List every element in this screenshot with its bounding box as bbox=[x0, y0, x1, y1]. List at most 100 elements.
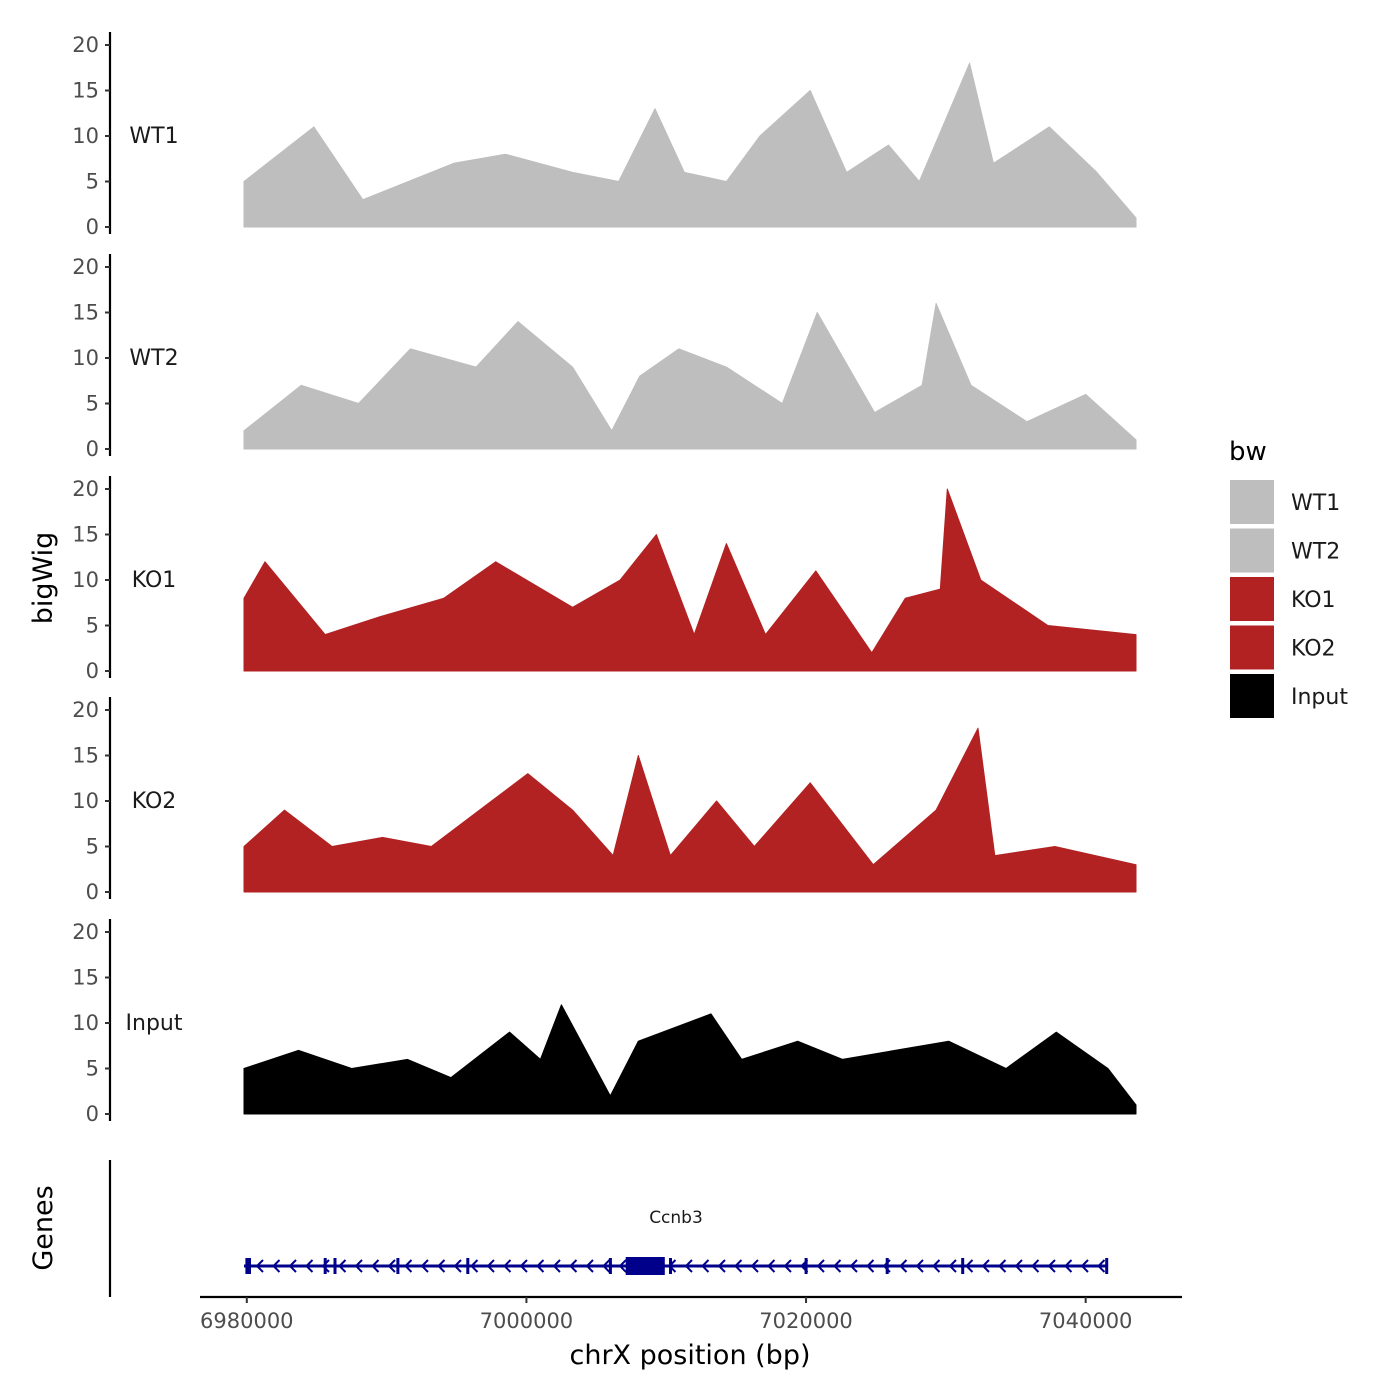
strand-arrow bbox=[519, 1259, 528, 1273]
track-label: Input bbox=[126, 1011, 183, 1036]
gene-track-title: Genes bbox=[28, 1185, 59, 1270]
strand-arrow bbox=[470, 1259, 479, 1273]
strand-arrow bbox=[833, 1259, 842, 1273]
x-tick-label: 6980000 bbox=[200, 1309, 294, 1333]
y-tick-label: 20 bbox=[72, 255, 99, 279]
y-tick-label: 5 bbox=[86, 170, 99, 194]
y-tick-label: 0 bbox=[86, 1102, 99, 1126]
strand-arrow bbox=[387, 1259, 396, 1273]
gene-name-label: Ccnb3 bbox=[649, 1208, 703, 1228]
y-tick-label: 15 bbox=[72, 523, 99, 547]
strand-arrow bbox=[915, 1259, 924, 1273]
strand-arrow bbox=[1031, 1259, 1040, 1273]
legend-item-wt1: WT1 bbox=[1230, 480, 1340, 524]
y-tick-label: 20 bbox=[72, 33, 99, 57]
coverage-area-input bbox=[243, 1004, 1137, 1115]
strand-arrow bbox=[618, 1259, 627, 1273]
coverage-area-ko2 bbox=[243, 727, 1137, 893]
strand-arrow bbox=[849, 1259, 858, 1273]
legend-label: Input bbox=[1291, 685, 1348, 710]
gene-track: Ccnb3 bbox=[108, 1160, 1109, 1297]
legend-title: bw bbox=[1229, 437, 1267, 467]
strand-arrow bbox=[255, 1259, 264, 1273]
legend-swatch bbox=[1230, 577, 1274, 621]
y-tick-label: 10 bbox=[72, 568, 99, 592]
track-panel-ko2: 0 5 10 15 20 KO2 bbox=[72, 697, 1137, 904]
y-tick-label: 20 bbox=[72, 920, 99, 944]
strand-arrow bbox=[932, 1259, 941, 1273]
y-tick-label: 5 bbox=[86, 392, 99, 416]
y-tick-label: 10 bbox=[72, 1011, 99, 1035]
strand-arrow bbox=[503, 1259, 512, 1273]
strand-arrow bbox=[767, 1259, 776, 1273]
strand-arrow bbox=[866, 1259, 875, 1273]
y-tick-label: 10 bbox=[72, 789, 99, 813]
gene-exon bbox=[804, 1258, 808, 1274]
strand-arrow bbox=[321, 1259, 330, 1273]
legend-swatch bbox=[1230, 528, 1274, 573]
strand-arrow bbox=[1047, 1259, 1056, 1273]
strand-arrow bbox=[305, 1259, 314, 1273]
track-label: KO2 bbox=[132, 789, 177, 814]
x-tick-label: 7000000 bbox=[480, 1309, 574, 1333]
track-label: WT1 bbox=[129, 124, 178, 149]
x-axis-title: chrX position (bp) bbox=[569, 1340, 810, 1371]
gene-exon bbox=[333, 1258, 337, 1274]
strand-arrow bbox=[701, 1259, 710, 1273]
strand-arrow bbox=[486, 1259, 495, 1273]
strand-arrow bbox=[354, 1259, 363, 1273]
legend-label: WT1 bbox=[1291, 491, 1340, 516]
strand-arrow bbox=[750, 1259, 759, 1273]
gene-exon bbox=[323, 1258, 327, 1274]
tracks-layer: 0 5 10 15 20 WT1 0 5 10 15 20 WT2 0 5 10 15 20 KO1 0 5 10 15 2… bbox=[72, 32, 1137, 1126]
strand-arrow bbox=[338, 1259, 347, 1273]
y-tick-label: 20 bbox=[72, 698, 99, 722]
strand-arrow bbox=[948, 1259, 957, 1273]
legend-swatch bbox=[1230, 625, 1274, 670]
strand-arrow bbox=[1064, 1259, 1073, 1273]
gene-exon bbox=[466, 1258, 470, 1274]
coverage-area-wt2 bbox=[243, 302, 1137, 450]
legend-swatch bbox=[1230, 480, 1274, 524]
gene-exon bbox=[961, 1258, 965, 1274]
gene-exon bbox=[669, 1258, 672, 1274]
strand-arrow bbox=[998, 1259, 1007, 1273]
strand-arrow bbox=[437, 1259, 446, 1273]
y-tick-label: 20 bbox=[72, 477, 99, 501]
coverage-area-ko1 bbox=[243, 488, 1137, 672]
legend-label: KO1 bbox=[1291, 588, 1336, 613]
gene-exon bbox=[608, 1258, 612, 1274]
legend-item-ko2: KO2 bbox=[1230, 625, 1336, 670]
legend-label: WT2 bbox=[1291, 540, 1340, 565]
strand-arrow bbox=[272, 1259, 281, 1273]
track-panel-wt1: 0 5 10 15 20 WT1 bbox=[72, 32, 1137, 239]
track-label: KO1 bbox=[132, 568, 177, 593]
strand-arrow bbox=[404, 1259, 413, 1273]
track-panel-wt2: 0 5 10 15 20 WT2 bbox=[72, 254, 1137, 461]
y-tick-label: 0 bbox=[86, 215, 99, 239]
strand-arrow bbox=[552, 1259, 561, 1273]
y-tick-label: 5 bbox=[86, 1057, 99, 1081]
track-panel-ko1: 0 5 10 15 20 KO1 bbox=[72, 476, 1137, 683]
y-tick-label: 10 bbox=[72, 346, 99, 370]
strand-arrow bbox=[602, 1259, 611, 1273]
strand-arrow bbox=[569, 1259, 578, 1273]
strand-arrow bbox=[783, 1259, 792, 1273]
y-tick-label: 5 bbox=[86, 614, 99, 638]
strand-arrow bbox=[453, 1259, 462, 1273]
y-tick-label: 10 bbox=[72, 124, 99, 148]
y-tick-label: 15 bbox=[72, 966, 99, 990]
strand-arrow bbox=[536, 1259, 545, 1273]
y-tick-label: 0 bbox=[86, 880, 99, 904]
legend-item-wt2: WT2 bbox=[1230, 528, 1340, 573]
coverage-area-wt1 bbox=[243, 62, 1137, 228]
x-tick-label: 7040000 bbox=[1039, 1309, 1133, 1333]
strand-arrow bbox=[965, 1259, 974, 1273]
legend: WT1 WT2 KO1 KO2 Input bbox=[1230, 480, 1348, 718]
strand-arrow bbox=[371, 1259, 380, 1273]
legend-item-input: Input bbox=[1230, 674, 1348, 718]
strand-arrow bbox=[1014, 1259, 1023, 1273]
track-label: WT2 bbox=[129, 346, 178, 371]
y-tick-label: 15 bbox=[72, 301, 99, 325]
